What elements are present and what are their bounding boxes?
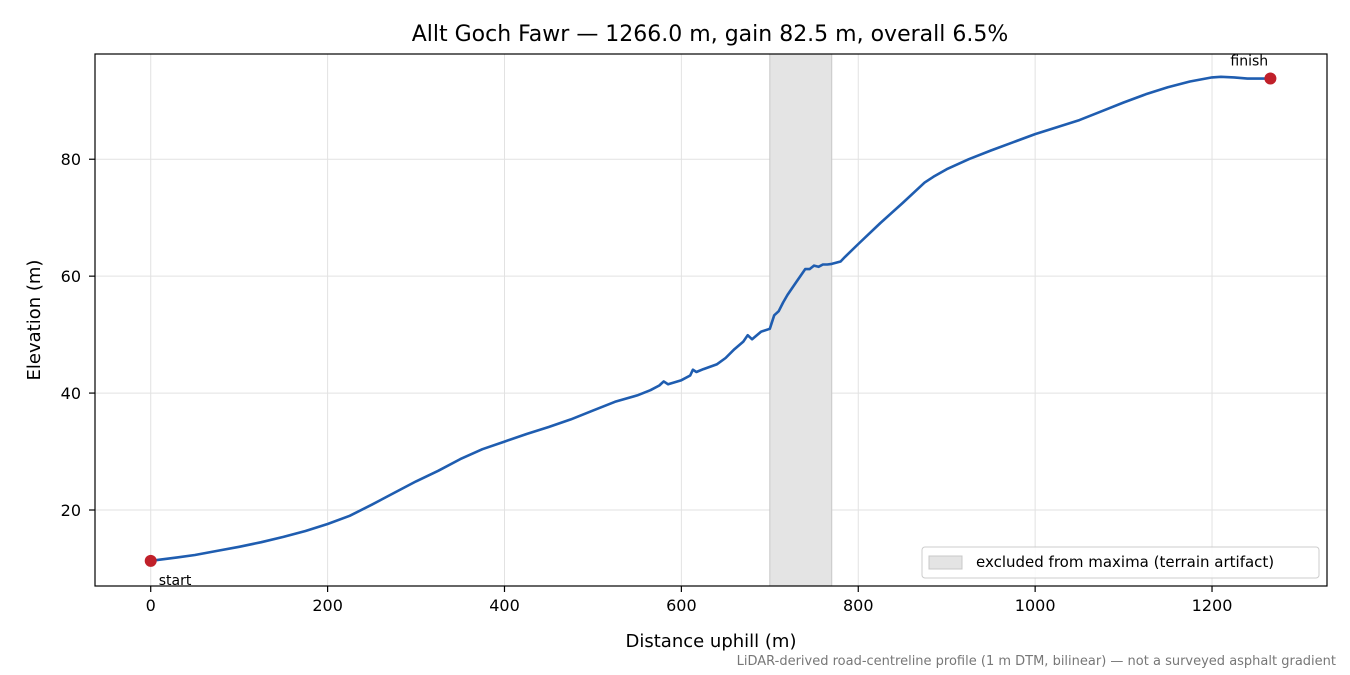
x-tick-label: 1000: [1015, 596, 1056, 615]
series-layer: [149, 75, 1272, 563]
start-marker: [144, 554, 157, 567]
y-axis-label: Elevation (m): [24, 260, 45, 381]
chart-caption: LiDAR-derived road-centreline profile (1…: [737, 654, 1336, 669]
x-tick-label: 1200: [1192, 596, 1233, 615]
x-tick-label: 800: [843, 596, 874, 615]
grid: [95, 54, 1327, 586]
legend-label: excluded from maxima (terrain artifact): [976, 553, 1274, 571]
marker-layer: start finish: [144, 54, 1277, 589]
excluded-region-layer: [769, 53, 833, 587]
y-tick-label: 20: [61, 501, 81, 520]
x-tick-label: 200: [312, 596, 343, 615]
x-tick-label: 600: [666, 596, 697, 615]
legend-box: [921, 546, 1320, 579]
y-tick-label: 40: [61, 384, 81, 403]
finish-marker: [1264, 72, 1277, 85]
legend: excluded from maxima (terrain artifact): [921, 546, 1320, 579]
x-tick-label: 0: [146, 596, 156, 615]
legend-swatch: [928, 555, 963, 570]
x-tick-label: 400: [489, 596, 520, 615]
tick-layer: 0 200 400 600 800 1000 1200 20 40 60 80: [61, 150, 1233, 615]
x-axis-label: Distance uphill (m): [626, 631, 797, 652]
finish-label: finish: [1230, 54, 1268, 70]
elevation-line: [149, 75, 1272, 563]
plot-frame: [94, 53, 1328, 587]
excluded-region: [769, 53, 833, 587]
start-label: start: [159, 573, 192, 589]
y-tick-label: 80: [61, 150, 81, 169]
chart-title: Allt Goch Fawr — 1266.0 m, gain 82.5 m, …: [412, 22, 1009, 47]
y-tick-label: 60: [61, 267, 81, 286]
